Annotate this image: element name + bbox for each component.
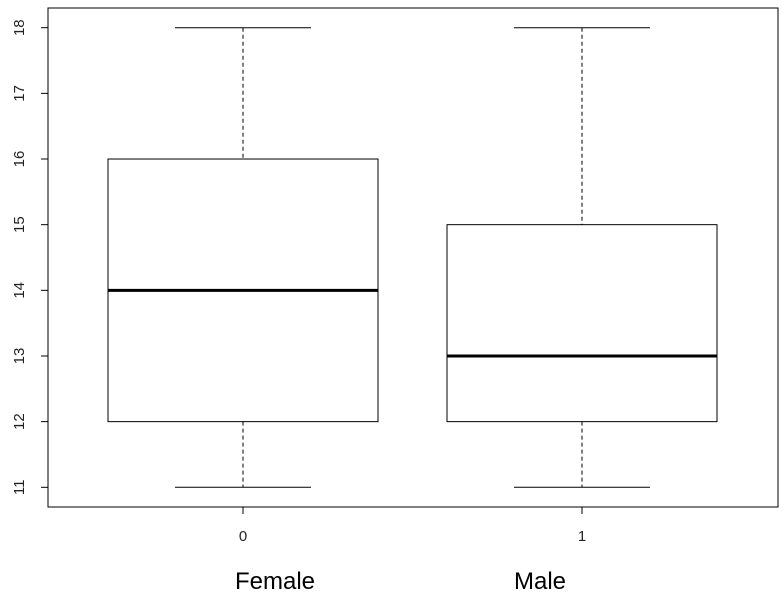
boxes bbox=[107, 27, 718, 488]
y-tick-label-15: 15 bbox=[11, 216, 28, 233]
y-tick-label-12: 12 bbox=[11, 413, 28, 430]
y-tick-label-13: 13 bbox=[11, 348, 28, 365]
y-tick-label-14: 14 bbox=[11, 282, 28, 299]
y-axis: 11 12 13 14 15 16 17 18 bbox=[11, 19, 49, 496]
box-1 bbox=[446, 27, 718, 488]
y-tick-label-16: 16 bbox=[11, 151, 28, 168]
y-tick-label-17: 17 bbox=[11, 85, 28, 102]
group-label-female: Female bbox=[235, 568, 316, 595]
y-tick-label-11: 11 bbox=[11, 480, 28, 496]
group-label-male: Male bbox=[514, 568, 567, 595]
x-tick-label-1: 1 bbox=[578, 528, 586, 545]
x-tick-label-0: 0 bbox=[239, 528, 247, 545]
box-0 bbox=[107, 27, 379, 488]
y-tick-label-18: 18 bbox=[11, 19, 28, 36]
iqr-box-1 bbox=[446, 224, 718, 423]
